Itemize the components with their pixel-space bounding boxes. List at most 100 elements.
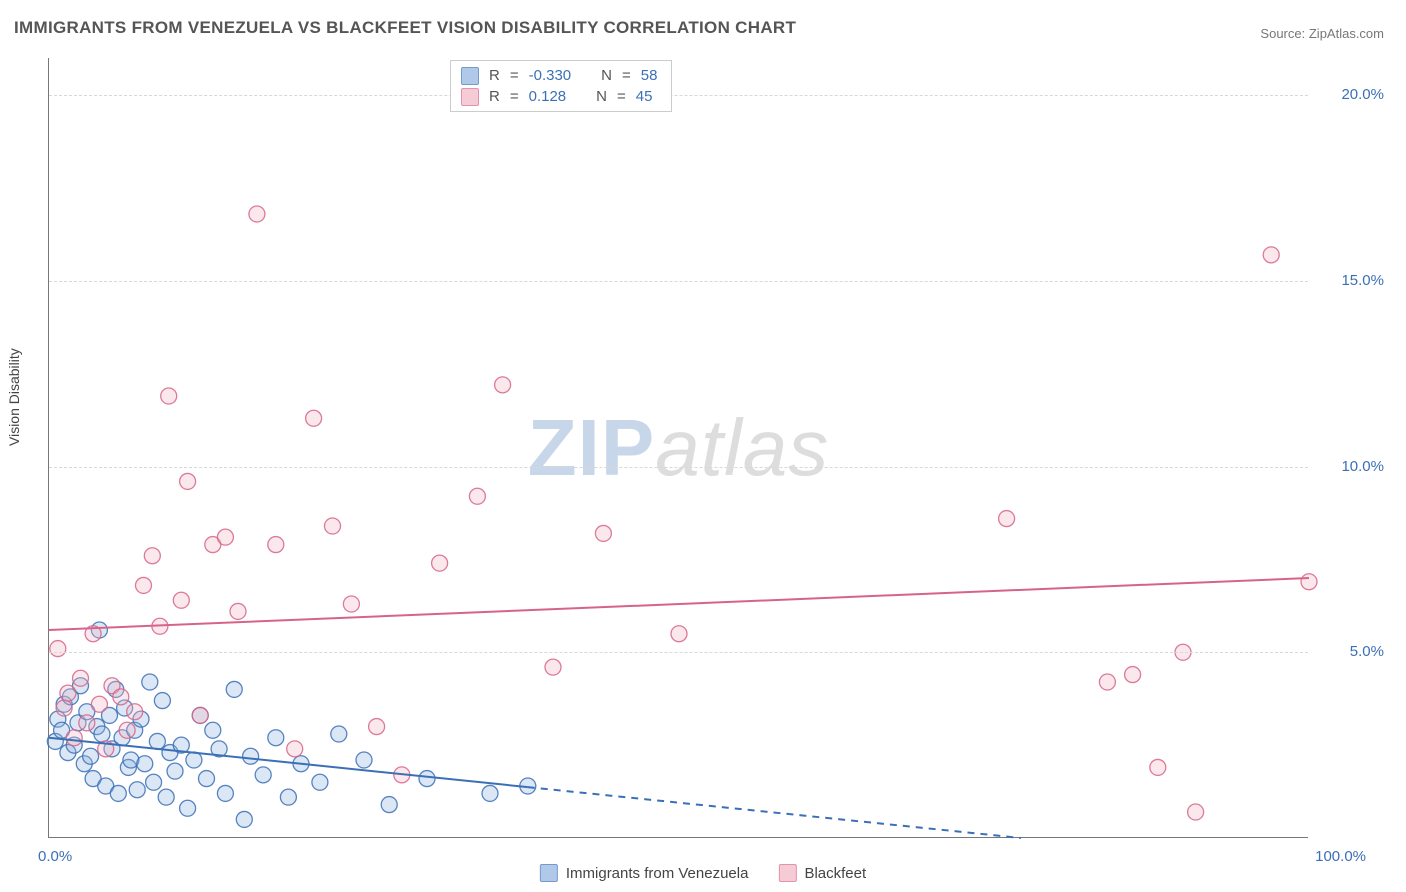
data-point [331, 726, 347, 742]
stat-n-value-b: 45 [636, 86, 653, 107]
data-point [280, 789, 296, 805]
legend-swatch-b [778, 864, 796, 882]
data-point [255, 767, 271, 783]
data-point [167, 763, 183, 779]
x-tick-0: 0.0% [38, 848, 72, 865]
data-point [144, 548, 160, 564]
data-point [249, 206, 265, 222]
y-tick-label: 10.0% [1341, 458, 1384, 475]
legend-swatch-a [540, 864, 558, 882]
data-point [136, 577, 152, 593]
stat-n-value-a: 58 [641, 65, 658, 86]
data-point [1099, 674, 1115, 690]
stat-swatch-a [461, 67, 479, 85]
correlation-stat-box: R = -0.330 N = 58 R = 0.128 N = 45 [450, 60, 672, 112]
data-point [495, 377, 511, 393]
legend-bottom: Immigrants from Venezuela Blackfeet [540, 864, 866, 882]
data-point [999, 511, 1015, 527]
legend-item-a: Immigrants from Venezuela [540, 864, 749, 882]
source-attribution: Source: ZipAtlas.com [1260, 26, 1384, 41]
data-point [110, 785, 126, 801]
source-label: Source: [1260, 26, 1305, 41]
data-point [158, 789, 174, 805]
stat-r-value-a: -0.330 [529, 65, 572, 86]
stat-n-label-a: N [601, 65, 612, 86]
data-point [129, 782, 145, 798]
data-point [236, 811, 252, 827]
stat-r-label-b: R [489, 86, 500, 107]
gridline [49, 95, 1308, 96]
data-point [161, 388, 177, 404]
data-point [381, 797, 397, 813]
data-point [306, 410, 322, 426]
trend-line-dashed [528, 787, 1021, 838]
data-point [1188, 804, 1204, 820]
data-point [469, 488, 485, 504]
legend-label-a: Immigrants from Venezuela [566, 865, 749, 882]
data-point [671, 626, 687, 642]
data-point [180, 800, 196, 816]
data-point [369, 719, 385, 735]
data-point [287, 741, 303, 757]
data-point [205, 722, 221, 738]
data-point [94, 726, 110, 742]
data-point [180, 473, 196, 489]
data-point [127, 704, 143, 720]
data-point [482, 785, 498, 801]
data-point [1150, 759, 1166, 775]
data-point [186, 752, 202, 768]
y-tick-label: 20.0% [1341, 86, 1384, 103]
stat-row-series-b: R = 0.128 N = 45 [461, 86, 657, 107]
data-point [325, 518, 341, 534]
data-point [66, 730, 82, 746]
data-point [173, 592, 189, 608]
data-point [243, 748, 259, 764]
stat-n-label-b: N [596, 86, 607, 107]
data-point [154, 693, 170, 709]
data-point [119, 722, 135, 738]
data-point [312, 774, 328, 790]
data-point [199, 771, 215, 787]
data-point [217, 529, 233, 545]
data-point [137, 756, 153, 772]
chart-container: IMMIGRANTS FROM VENEZUELA VS BLACKFEET V… [0, 0, 1406, 892]
data-point [142, 674, 158, 690]
gridline [49, 281, 1308, 282]
data-point [1301, 574, 1317, 590]
data-point [146, 774, 162, 790]
gridline [49, 467, 1308, 468]
data-point [1125, 667, 1141, 683]
data-point [113, 689, 129, 705]
gridline [49, 652, 1308, 653]
legend-label-b: Blackfeet [804, 865, 866, 882]
data-point [73, 670, 89, 686]
data-point [268, 730, 284, 746]
data-point [545, 659, 561, 675]
data-point [595, 525, 611, 541]
x-tick-100: 100.0% [1315, 848, 1366, 865]
data-point [149, 733, 165, 749]
data-point [83, 748, 99, 764]
scatter-svg [49, 58, 1309, 838]
data-point [217, 785, 233, 801]
data-point [343, 596, 359, 612]
data-point [356, 752, 372, 768]
stat-swatch-b [461, 88, 479, 106]
data-point [419, 771, 435, 787]
data-point [432, 555, 448, 571]
data-point [50, 641, 66, 657]
source-link[interactable]: ZipAtlas.com [1309, 26, 1384, 41]
data-point [226, 681, 242, 697]
data-point [192, 707, 208, 723]
data-point [230, 603, 246, 619]
stat-r-value-b: 0.128 [529, 86, 567, 107]
data-point [268, 537, 284, 553]
y-axis-label: Vision Disability [6, 348, 22, 446]
data-point [60, 685, 76, 701]
y-tick-label: 5.0% [1350, 643, 1384, 660]
plot-area: ZIPatlas [48, 58, 1308, 838]
data-point [1263, 247, 1279, 263]
legend-item-b: Blackfeet [778, 864, 866, 882]
data-point [79, 715, 95, 731]
stat-r-label-a: R [489, 65, 500, 86]
